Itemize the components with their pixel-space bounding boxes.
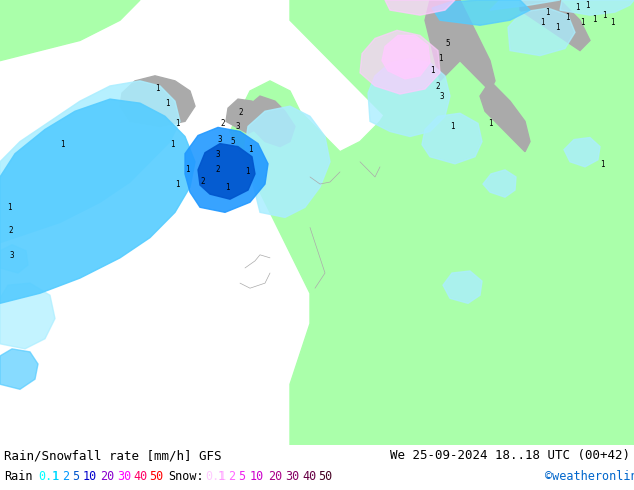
Polygon shape <box>385 0 455 15</box>
Polygon shape <box>425 0 495 91</box>
Text: 2: 2 <box>228 470 235 484</box>
Text: 5: 5 <box>230 137 235 146</box>
Polygon shape <box>422 113 482 164</box>
Text: 1: 1 <box>155 84 160 93</box>
Text: 1: 1 <box>52 470 59 484</box>
Polygon shape <box>370 0 634 384</box>
Text: 3: 3 <box>440 92 444 101</box>
Text: 50: 50 <box>318 470 332 484</box>
Text: 1: 1 <box>245 167 250 176</box>
Text: Rain: Rain <box>4 470 32 484</box>
Text: 1: 1 <box>488 120 493 128</box>
Text: 3: 3 <box>235 122 240 131</box>
Text: 5: 5 <box>238 470 245 484</box>
Polygon shape <box>432 0 530 25</box>
Polygon shape <box>0 81 180 243</box>
Text: 1: 1 <box>175 120 179 128</box>
Polygon shape <box>230 0 634 445</box>
Polygon shape <box>520 0 590 50</box>
Text: 1: 1 <box>218 470 225 484</box>
Polygon shape <box>198 144 255 199</box>
Polygon shape <box>0 349 38 389</box>
Text: 1: 1 <box>555 24 560 32</box>
Polygon shape <box>483 170 516 197</box>
Text: 3: 3 <box>10 251 15 260</box>
Text: 3: 3 <box>215 150 219 159</box>
Text: 2: 2 <box>220 120 224 128</box>
Text: 1: 1 <box>165 99 170 108</box>
Polygon shape <box>490 0 560 10</box>
Text: 1: 1 <box>602 11 607 20</box>
Text: Rain/Snowfall rate [mm/h] GFS: Rain/Snowfall rate [mm/h] GFS <box>4 449 221 463</box>
Text: 1: 1 <box>170 140 174 148</box>
Text: 2: 2 <box>435 82 439 91</box>
Text: 1: 1 <box>450 122 455 131</box>
Text: 5: 5 <box>445 39 450 48</box>
Text: 0.1: 0.1 <box>38 470 60 484</box>
Text: Snow:: Snow: <box>168 470 204 484</box>
Polygon shape <box>120 76 195 126</box>
Polygon shape <box>560 0 634 15</box>
Polygon shape <box>360 30 440 94</box>
Text: 30: 30 <box>285 470 299 484</box>
Text: 1: 1 <box>60 140 65 148</box>
Text: 0.1: 0.1 <box>205 470 226 484</box>
Text: 1: 1 <box>438 54 443 63</box>
Text: 1: 1 <box>248 145 252 154</box>
Polygon shape <box>245 96 295 147</box>
Text: 1: 1 <box>580 18 585 27</box>
Text: 2: 2 <box>215 165 219 174</box>
Text: 50: 50 <box>149 470 163 484</box>
Text: 3: 3 <box>218 135 223 144</box>
Text: 10: 10 <box>250 470 264 484</box>
Text: 1: 1 <box>7 203 11 212</box>
Polygon shape <box>368 59 450 137</box>
Text: 2: 2 <box>8 225 13 235</box>
Text: 1: 1 <box>592 15 597 24</box>
Text: 1: 1 <box>540 18 545 27</box>
Text: 20: 20 <box>100 470 114 484</box>
Polygon shape <box>0 245 28 273</box>
Text: 40: 40 <box>302 470 316 484</box>
Text: 10: 10 <box>83 470 97 484</box>
Text: 1: 1 <box>610 18 614 27</box>
Polygon shape <box>226 99 260 133</box>
Polygon shape <box>0 0 140 61</box>
Text: 1: 1 <box>600 160 605 169</box>
Polygon shape <box>508 8 575 56</box>
Text: 40: 40 <box>133 470 147 484</box>
Polygon shape <box>564 138 600 167</box>
Text: 1: 1 <box>565 13 569 22</box>
Polygon shape <box>0 283 55 349</box>
Text: ©weatheronline.co.uk: ©weatheronline.co.uk <box>545 470 634 484</box>
Text: 1: 1 <box>575 3 579 12</box>
Text: 1: 1 <box>225 183 230 192</box>
Text: 1: 1 <box>185 165 190 174</box>
Polygon shape <box>0 99 195 303</box>
Text: 1: 1 <box>175 180 179 189</box>
Polygon shape <box>480 81 530 152</box>
Text: 2: 2 <box>200 177 205 186</box>
Text: 1: 1 <box>585 1 590 10</box>
Text: We 25-09-2024 18..18 UTC (00+42): We 25-09-2024 18..18 UTC (00+42) <box>390 449 630 463</box>
Text: 1: 1 <box>545 8 550 17</box>
Text: 2: 2 <box>238 108 243 117</box>
Polygon shape <box>290 0 545 233</box>
Text: 5: 5 <box>72 470 79 484</box>
Text: 20: 20 <box>268 470 282 484</box>
Polygon shape <box>382 35 430 79</box>
Text: 1: 1 <box>430 66 435 75</box>
Polygon shape <box>443 271 482 303</box>
Text: 30: 30 <box>117 470 131 484</box>
Polygon shape <box>245 106 330 218</box>
Polygon shape <box>185 127 268 212</box>
Text: 2: 2 <box>62 470 69 484</box>
